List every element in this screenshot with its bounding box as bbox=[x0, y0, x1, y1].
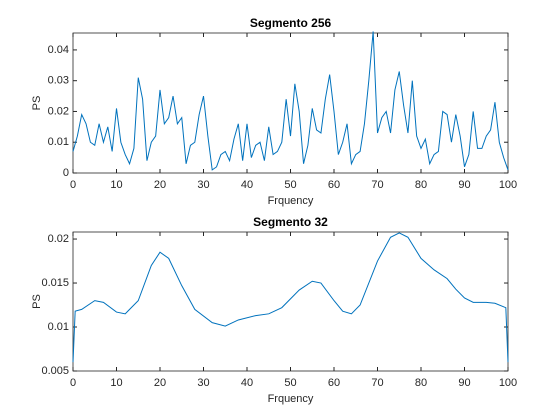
x-tick-label: 10 bbox=[110, 377, 122, 389]
x-tick-label: 40 bbox=[241, 179, 253, 191]
y-tick-label: 0.005 bbox=[41, 365, 69, 377]
x-tick-label: 0 bbox=[70, 377, 76, 389]
y-tick-label: 0.01 bbox=[48, 321, 69, 333]
x-tick-label: 20 bbox=[154, 179, 166, 191]
x-axis-label: Frquency bbox=[268, 393, 314, 405]
x-tick-label: 60 bbox=[328, 377, 340, 389]
y-tick-label: 0.04 bbox=[48, 44, 69, 56]
y-tick-label: 0 bbox=[63, 167, 69, 179]
data-line bbox=[72, 31, 509, 171]
x-axis-label: Frquency bbox=[268, 195, 314, 207]
y-tick-label: 0.02 bbox=[48, 105, 69, 117]
x-tick-label: 100 bbox=[499, 377, 517, 389]
x-tick-label: 90 bbox=[458, 377, 470, 389]
x-tick-label: 80 bbox=[415, 377, 427, 389]
y-tick-label: 0.03 bbox=[48, 75, 69, 87]
plot-area bbox=[72, 32, 509, 174]
x-tick-label: 30 bbox=[197, 179, 209, 191]
y-axis-label: PS bbox=[31, 294, 43, 309]
y-tick-label: 0.02 bbox=[48, 233, 69, 245]
axes: 0 10 20 30 40 50 60 70 80 90 100 0 0.01 0.02 0.03 0.04 S… bbox=[31, 16, 517, 207]
chart-title: Segmento 32 bbox=[253, 215, 328, 229]
x-tick-label: 70 bbox=[371, 179, 383, 191]
x-tick-label: 20 bbox=[154, 377, 166, 389]
x-tick-label: 30 bbox=[197, 377, 209, 389]
plot-area bbox=[72, 231, 509, 372]
chart-title: Segmento 256 bbox=[250, 16, 332, 30]
y-tick-label: 0.01 bbox=[48, 136, 69, 148]
x-tick-label: 60 bbox=[328, 179, 340, 191]
x-tick-label: 90 bbox=[458, 179, 470, 191]
axes: 0 10 20 30 40 50 60 70 80 90 100 0.005 0.01 0.015 0.02… bbox=[31, 215, 517, 405]
x-tick-label: 100 bbox=[499, 179, 517, 191]
x-tick-label: 70 bbox=[371, 377, 383, 389]
x-tick-label: 50 bbox=[284, 377, 296, 389]
x-tick-label: 40 bbox=[241, 377, 253, 389]
x-tick-label: 10 bbox=[110, 179, 122, 191]
x-tick-label: 0 bbox=[70, 179, 76, 191]
y-tick-label: 0.015 bbox=[41, 277, 69, 289]
data-line bbox=[72, 232, 509, 363]
y-axis-label: PS bbox=[31, 96, 43, 111]
x-tick-label: 50 bbox=[284, 179, 296, 191]
x-tick-label: 80 bbox=[415, 179, 427, 191]
